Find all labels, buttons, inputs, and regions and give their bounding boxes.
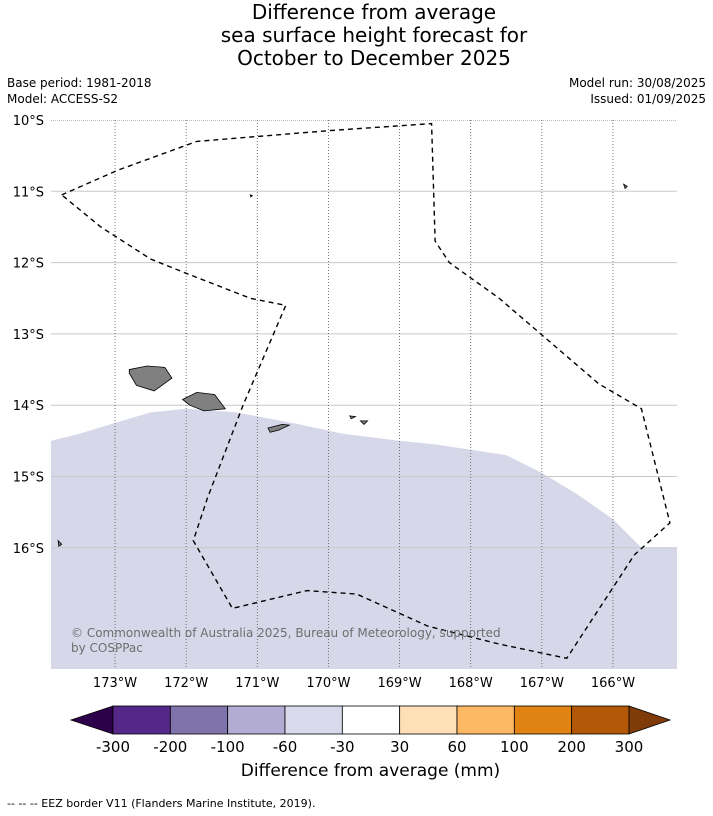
colorbar-bin [571,705,630,735]
island-fakaofo [622,183,628,190]
title-line-1: Difference from average [251,0,497,24]
model-run: Model run: 30/08/2025 [568,76,706,90]
lon-label: 170°W [306,676,350,691]
colorbar-bin [169,705,229,735]
anomaly-region [51,408,677,669]
colorbar-bin [456,705,515,735]
islands [57,183,628,548]
copyright-notice: © Commonwealth of Australia 2025, Bureau… [71,626,501,655]
colorbar-over-arrow [628,705,672,735]
island-niuafo [57,539,63,548]
colorbar-tick-label: -200 [153,738,187,756]
colorbar-tick-label: 200 [557,738,586,756]
colorbar-tick-label: -30 [330,738,355,756]
colorbar-tick-label: -60 [273,738,298,756]
lat-label: 16°S [13,542,44,557]
longitude-labels: 173°W 172°W 171°W 170°W 169°W 168°W 167°W 166°W [93,676,635,691]
lon-label: 166°W [591,676,635,691]
lon-label: 169°W [377,676,421,691]
island-tutuila [267,424,291,433]
meta-left: Base period: 1981-2018 Model: ACCESS-S2 [7,75,152,107]
graticule [51,120,677,669]
colorbar: -300 -200 -100 -60 -30 30 60 100 200 300 [69,705,672,756]
lon-label: 171°W [235,676,279,691]
latitude-labels: 10°S 11°S 12°S 13°S 14°S 15°S 16°S [13,114,44,557]
colorbar-tick-label: 300 [615,738,644,756]
island-ofu [349,415,357,420]
colorbar-bin [513,705,573,735]
lat-label: 11°S [13,185,44,200]
colorbar-tick-label: 100 [500,738,529,756]
title-line-3: October to December 2025 [237,46,511,70]
lon-label: 167°W [520,676,564,691]
map-plot-area [51,120,677,669]
colorbar-bin [112,705,171,735]
meta-right: Model run: 30/08/2025 Issued: 01/09/2025 [569,75,706,107]
model-name: Model: ACCESS-S2 [7,92,119,106]
island-savaii [128,365,173,392]
colorbar-tick-label: -300 [96,738,130,756]
island-upolu [181,391,227,412]
colorbar-title: Difference from average (mm) [240,761,501,781]
lat-label: 14°S [13,399,44,414]
lon-label: 172°W [164,676,208,691]
lat-label: 13°S [13,328,44,343]
eez-legend-note: -- -- -- EEZ border V11 (Flanders Marine… [7,797,316,810]
lon-label: 168°W [449,676,493,691]
lat-label: 15°S [13,470,44,485]
lon-label: 173°W [93,676,137,691]
colorbar-under-arrow [69,705,114,735]
title-line-2: sea surface height forecast for [220,23,528,47]
island-swains [249,194,254,198]
lat-label: 12°S [13,257,44,272]
map-title: Difference from average sea surface heig… [0,1,713,70]
eez-border [61,122,671,660]
colorbar-bin [399,705,458,735]
lat-label: 10°S [13,114,44,129]
colorbar-bin [341,705,401,735]
colorbar-bin [284,705,343,735]
base-period: Base period: 1981-2018 [7,76,152,90]
island-tau [359,420,369,426]
colorbar-tick-label: 30 [390,738,409,756]
colorbar-tick-label: -100 [211,738,245,756]
issued-date: Issued: 01/09/2025 [590,92,706,106]
colorbar-tick-label: 60 [447,738,466,756]
colorbar-bin [227,705,286,735]
